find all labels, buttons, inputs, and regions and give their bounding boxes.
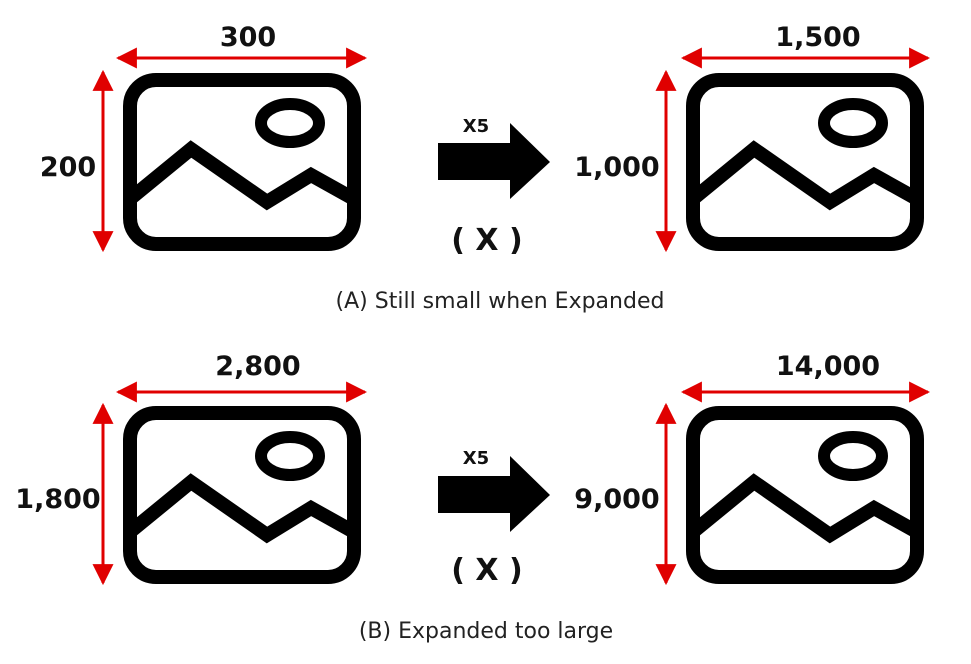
original-width-label: 2,800 (215, 351, 300, 382)
image-icon (693, 413, 917, 577)
caption: (A) Still small when Expanded (336, 289, 665, 314)
image-icon (693, 80, 917, 244)
verdict-mark: ( X ) (451, 223, 522, 258)
expanded-height-label: 9,000 (574, 484, 659, 515)
image-icon (130, 413, 354, 577)
panel-a: 300 200 X5 ( X ) 1,500 1,000 (A) Still s… (40, 22, 931, 314)
original-height-label: 200 (40, 152, 96, 183)
original-height-label: 1,800 (15, 484, 100, 515)
caption: (B) Expanded too large (359, 619, 613, 644)
original-width-label: 300 (220, 22, 276, 53)
image-icon (130, 80, 354, 244)
multiplier-label: X5 (463, 116, 489, 137)
right-arrow-icon (438, 456, 550, 532)
multiplier-label: X5 (463, 448, 489, 469)
expanded-height-label: 1,000 (574, 152, 659, 183)
verdict-mark: ( X ) (451, 553, 522, 588)
expanded-width-label: 1,500 (775, 22, 860, 53)
panel-b: 2,800 1,800 X5 ( X ) 14,000 9,000 (B) Ex… (15, 351, 931, 644)
expanded-width-label: 14,000 (776, 351, 880, 382)
right-arrow-icon (438, 123, 550, 199)
